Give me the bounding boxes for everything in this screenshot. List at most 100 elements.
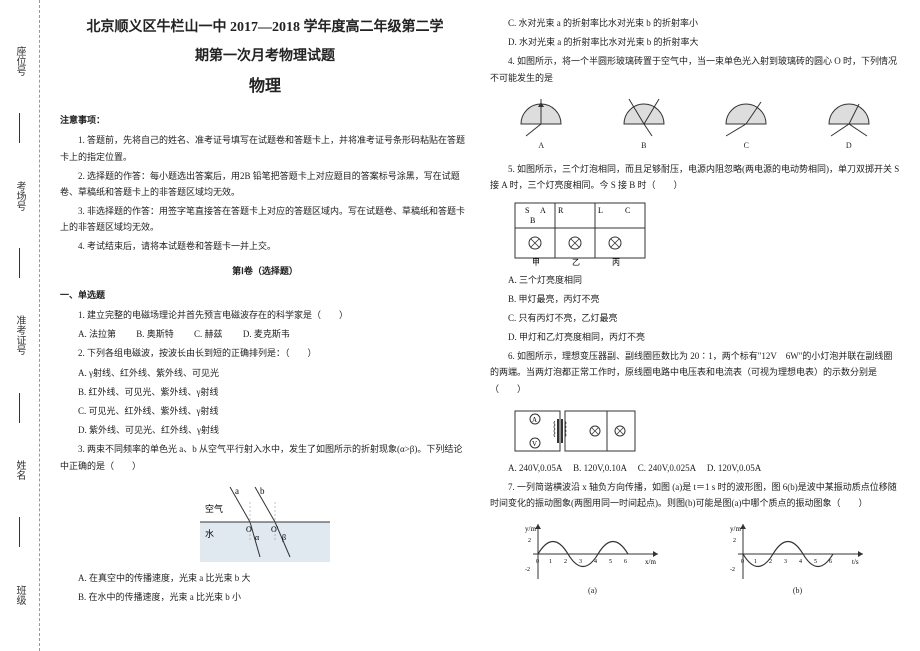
svg-text:0: 0: [741, 559, 744, 565]
q3-diagram: a b 空气 水 O O' α β: [200, 482, 330, 562]
svg-text:1: 1: [754, 559, 757, 565]
q6-optC: C. 240V,0.025A: [638, 463, 696, 473]
svg-text:2: 2: [769, 559, 772, 565]
svg-text:2: 2: [528, 538, 531, 544]
q1-options: A. 法拉第 B. 奥斯特 C. 赫兹 D. 麦克斯韦: [60, 326, 470, 342]
svg-text:O: O: [246, 525, 252, 534]
q2-optC: C. 可见光、红外线、紫外线、γ射线: [60, 403, 470, 419]
instructions-header: 注意事项：: [60, 112, 470, 128]
q7-diagrams: y/m x/m 2 -2 0 1 2 3 4 5 6 (a): [490, 519, 900, 598]
svg-text:S: S: [525, 206, 529, 215]
q1-stem: 1. 建立完整的电磁场理论并首先预言电磁波存在的科学家是（ ）: [60, 307, 470, 323]
q5-optD: D. 甲灯和乙灯亮度相同，丙灯不亮: [490, 329, 900, 345]
svg-text:0: 0: [536, 559, 539, 565]
q4-diagram-D: D: [819, 94, 879, 153]
svg-text:V: V: [532, 440, 537, 448]
q3-stem: 3. 两束不同频率的单色光 a、b 从空气平行射入水中，发生了如图所示的折射现象…: [60, 441, 470, 473]
binding-margin: 座位号 考场号 准考证号 姓名 班级: [0, 0, 40, 651]
svg-text:A: A: [540, 206, 546, 215]
side-divider: [19, 248, 20, 278]
svg-text:4: 4: [594, 559, 597, 565]
q3-optD: D. 水对光束 a 的折射率比水对光束 b 的折射率大: [490, 34, 900, 50]
svg-text:4: 4: [799, 559, 802, 565]
svg-text:y/m: y/m: [730, 525, 741, 533]
instruction-1: 1. 答题前，先将自己的姓名、准考证号填写在试题卷和答题卡上，并将准考证号条形码…: [60, 132, 470, 164]
svg-text:L: L: [598, 206, 603, 215]
q4-diagram-B: B: [614, 94, 674, 153]
svg-text:a: a: [235, 486, 239, 496]
q6-stem: 6. 如图所示，理想变压器副、副线圈匝数比为 20∶1，两个标有"12V 6W"…: [490, 348, 900, 397]
svg-text:2: 2: [733, 538, 736, 544]
q2-optB: B. 红外线、可见光、紫外线、γ射线: [60, 384, 470, 400]
q6-optA: A. 240V,0.05A: [508, 463, 562, 473]
svg-text:B: B: [530, 216, 535, 225]
q5-stem: 5. 如图所示，三个灯泡相同，而且足够耐压，电源内阻忽略(两电源的电动势相同)，…: [490, 161, 900, 193]
exam-title-1: 北京顺义区牛栏山一中 2017—2018 学年度高二年级第二学: [60, 15, 470, 40]
q6-transformer-diagram: A V: [510, 401, 640, 456]
section1-title: 第Ⅰ卷（选择题）: [60, 263, 470, 279]
exam-title-2: 期第一次月考物理试题: [60, 44, 470, 69]
q2-optD: D. 紫外线、可见光、红外线、γ射线: [60, 422, 470, 438]
q7-stem: 7. 一列简谐横波沿 x 轴负方向传播，如图 (a)是 t＝1 s 时的波形图，…: [490, 479, 900, 511]
q4-diagram-C: C: [716, 94, 776, 153]
svg-text:2: 2: [564, 559, 567, 565]
q2-stem: 2. 下列各组电磁波，按波长由长到短的正确排列是：（ ）: [60, 345, 470, 361]
instruction-4: 4. 考试结束后，请将本试题卷和答题卡一并上交。: [60, 238, 470, 254]
svg-text:-2: -2: [730, 567, 735, 573]
svg-text:5: 5: [609, 559, 612, 565]
side-label-id: 准考证号: [12, 300, 27, 370]
svg-text:-2: -2: [525, 567, 530, 573]
svg-text:C: C: [625, 206, 630, 215]
svg-text:乙: 乙: [572, 258, 580, 267]
svg-text:空气: 空气: [205, 503, 223, 514]
svg-text:x/m: x/m: [645, 558, 656, 566]
side-label-room: 考场号: [12, 166, 27, 226]
q1-optD: D. 麦克斯韦: [243, 329, 290, 339]
svg-text:水: 水: [205, 528, 214, 539]
svg-text:O': O': [271, 525, 279, 534]
svg-text:6: 6: [829, 559, 832, 565]
instruction-2: 2. 选择题的作答：每小题选出答案后，用2B 铅笔把答题卡上对应题目的答案标号涂…: [60, 168, 470, 200]
q5-optC: C. 只有丙灯不亮，乙灯最亮: [490, 310, 900, 326]
svg-text:b: b: [260, 486, 265, 496]
svg-text:y/m: y/m: [525, 525, 536, 533]
q3-optA: A. 在真空中的传播速度，光束 a 比光束 b 大: [60, 570, 470, 586]
svg-text:t/s: t/s: [852, 558, 859, 566]
q7-wave-a: y/m x/m 2 -2 0 1 2 3 4 5 6 (a): [523, 519, 663, 598]
side-divider: [19, 393, 20, 423]
side-divider: [19, 113, 20, 143]
svg-text:β: β: [282, 533, 286, 542]
svg-text:6: 6: [624, 559, 627, 565]
q4-diagrams: A B C: [490, 94, 900, 153]
q1-optC: C. 赫兹: [194, 329, 223, 339]
q3-optC: C. 水对光束 a 的折射率比水对光束 b 的折射率小: [490, 15, 900, 31]
side-divider: [19, 517, 20, 547]
q6-optD: D. 120V,0.05A: [707, 463, 761, 473]
single-choice-header: 一、单选题: [60, 287, 470, 303]
q1-optB: B. 奥斯特: [136, 329, 174, 339]
side-label-class: 班级: [12, 570, 27, 620]
q5-circuit-diagram: S A B R L C 甲 乙 丙: [510, 198, 650, 268]
svg-text:5: 5: [814, 559, 817, 565]
svg-text:A: A: [532, 416, 537, 424]
q4-stem: 4. 如图所示，将一个半圆形玻璃砖置于空气中，当一束单色光入射到玻璃砖的圆心 O…: [490, 53, 900, 85]
q6-options: A. 240V,0.05A B. 120V,0.10A C. 240V,0.02…: [490, 460, 900, 476]
q6-optB: B. 120V,0.10A: [573, 463, 626, 473]
q1-optA: A. 法拉第: [78, 329, 116, 339]
q4-diagram-A: A: [511, 94, 571, 153]
q2-optA: A. γ射线、红外线、紫外线、可见光: [60, 365, 470, 381]
q3-optB: B. 在水中的传播速度，光束 a 比光束 b 小: [60, 589, 470, 605]
page-content: 北京顺义区牛栏山一中 2017—2018 学年度高二年级第二学 期第一次月考物理…: [40, 0, 920, 651]
side-label-name: 姓名: [12, 445, 27, 495]
left-column: 北京顺义区牛栏山一中 2017—2018 学年度高二年级第二学 期第一次月考物理…: [50, 15, 480, 636]
svg-text:1: 1: [549, 559, 552, 565]
side-label-seat: 座位号: [12, 31, 27, 91]
svg-text:3: 3: [579, 559, 582, 565]
svg-text:R: R: [558, 206, 564, 215]
subject-title: 物理: [60, 73, 470, 102]
q5-optB: B. 甲灯最亮，丙灯不亮: [490, 291, 900, 307]
svg-text:甲: 甲: [532, 258, 540, 267]
q5-optA: A. 三个灯亮度相同: [490, 272, 900, 288]
q7-wave-b: y/m t/s 2 -2 0 1 2 3 4 5 6 (b): [728, 519, 868, 598]
right-column: C. 水对光束 a 的折射率比水对光束 b 的折射率小 D. 水对光束 a 的折…: [480, 15, 910, 636]
